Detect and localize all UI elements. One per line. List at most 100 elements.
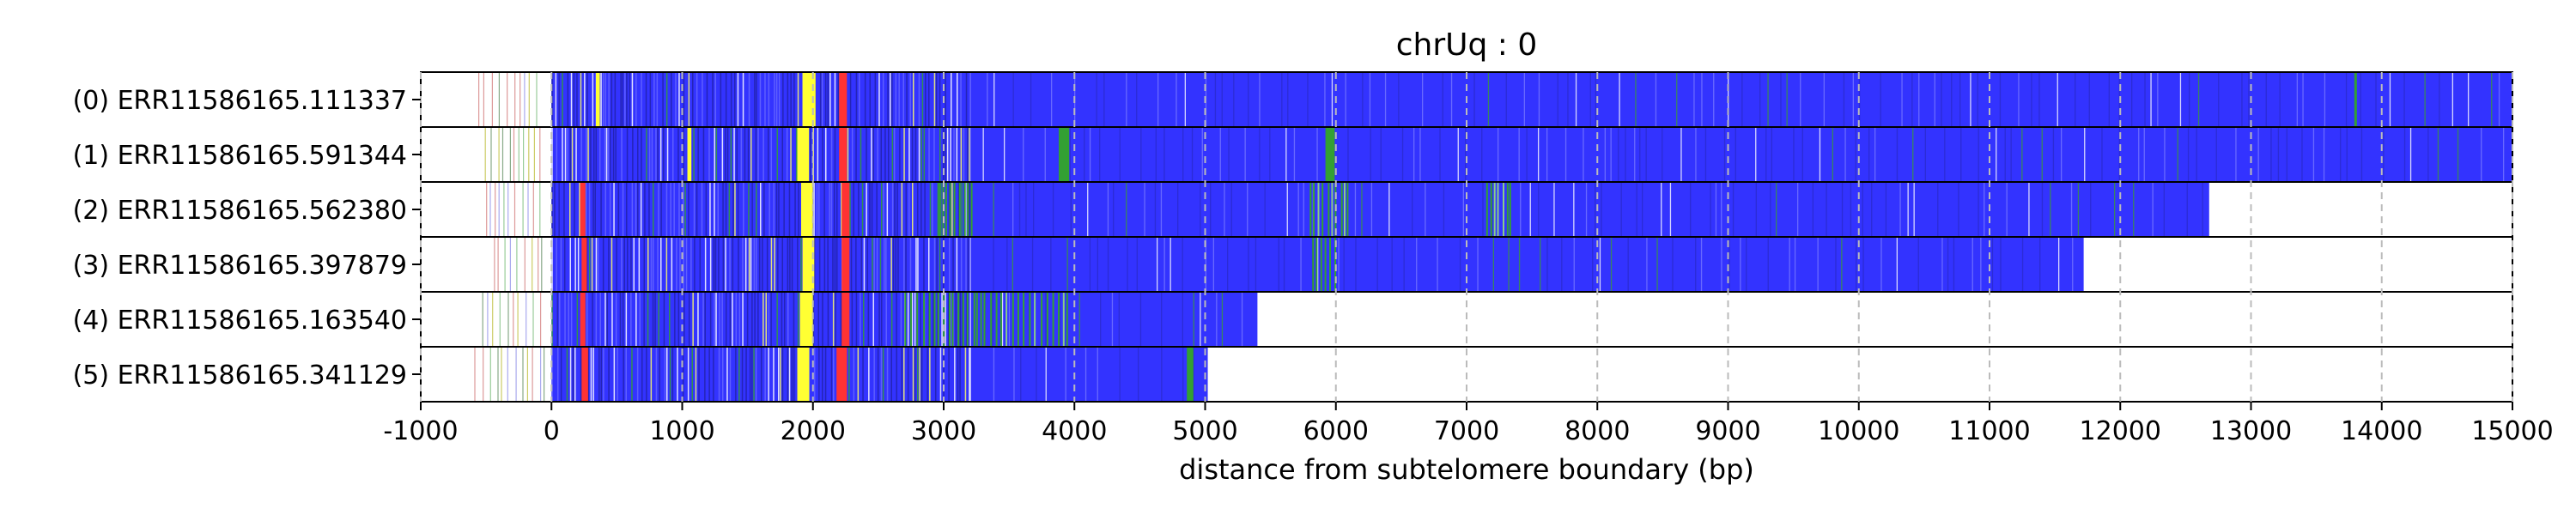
read-texture-line xyxy=(2058,238,2060,291)
read-texture-line xyxy=(1412,183,1413,236)
read-texture-line xyxy=(730,73,732,126)
read-texture-line xyxy=(923,128,926,181)
read-texture-line xyxy=(484,128,486,181)
read-texture-line xyxy=(709,183,711,236)
read-texture-line xyxy=(564,128,567,181)
read-texture-line xyxy=(626,183,628,236)
read-texture-line xyxy=(873,238,875,291)
read-texture-line xyxy=(834,128,836,181)
read-texture-line xyxy=(1896,238,1898,291)
read-texture-line xyxy=(993,73,995,126)
read-texture-line xyxy=(886,183,889,236)
read-texture-line xyxy=(598,128,601,181)
read-texture-line xyxy=(592,348,594,401)
read-texture-line xyxy=(1960,128,1962,181)
read-texture-line xyxy=(575,128,577,181)
read-texture-line xyxy=(794,183,796,236)
read-texture-line xyxy=(836,238,838,291)
read-texture-line xyxy=(1947,238,1949,291)
read-texture-line xyxy=(1052,183,1054,236)
read-texture-line xyxy=(665,238,668,291)
read-texture-line xyxy=(757,293,759,346)
read-texture-line xyxy=(905,238,907,291)
read-texture-line xyxy=(643,238,645,291)
read-texture-line xyxy=(1138,348,1139,401)
read-texture-line xyxy=(880,348,883,401)
read-texture-line xyxy=(626,73,628,126)
read-texture-line xyxy=(923,238,925,291)
read-texture-line xyxy=(876,183,878,236)
read-texture-line xyxy=(918,128,920,181)
read-texture-line xyxy=(709,293,712,346)
read-texture-line xyxy=(1450,73,1453,126)
read-texture-line xyxy=(2000,238,2002,291)
read-texture-line xyxy=(1595,73,1597,126)
read-texture-line xyxy=(1184,73,1186,126)
read-texture-line xyxy=(1281,73,1283,126)
read-texture-line xyxy=(631,348,633,401)
read-texture-line xyxy=(713,348,714,401)
read-texture-line xyxy=(653,73,655,126)
read-texture-line xyxy=(662,73,664,126)
read-texture-line xyxy=(635,293,637,346)
read-texture-line xyxy=(513,183,516,236)
read-texture-line xyxy=(1012,183,1014,236)
read-texture-line xyxy=(687,348,690,401)
read-texture-line xyxy=(738,293,741,346)
feature-band-green xyxy=(1325,128,1335,181)
read-texture-line xyxy=(787,293,789,346)
read-texture-line xyxy=(692,73,694,126)
feature-band-green xyxy=(1346,183,1349,236)
read-texture-line xyxy=(2498,73,2500,126)
read-texture-line xyxy=(556,293,559,346)
read-texture-line xyxy=(1746,238,1747,291)
read-texture-line xyxy=(638,238,641,291)
read-texture-line xyxy=(663,128,665,181)
read-texture-line xyxy=(595,238,598,291)
read-texture-line xyxy=(2114,183,2116,236)
read-texture-line xyxy=(608,73,610,126)
read-texture-line xyxy=(872,293,874,346)
read-texture-line xyxy=(734,183,736,236)
read-texture-line xyxy=(2061,128,2063,181)
read-texture-line xyxy=(860,293,861,346)
read-texture-line xyxy=(1575,73,1577,126)
read-texture-line xyxy=(847,128,849,181)
read-texture-line xyxy=(781,128,783,181)
read-texture-line xyxy=(830,183,833,236)
read-texture-line xyxy=(647,293,649,346)
read-texture-line xyxy=(798,183,799,236)
read-texture-line xyxy=(761,348,762,401)
read-texture-line xyxy=(1384,73,1387,126)
read-texture-line xyxy=(585,183,587,236)
read-texture-line xyxy=(1111,293,1114,346)
read-texture-line xyxy=(955,293,957,346)
read-texture-line xyxy=(2021,238,2024,291)
read-texture-line xyxy=(1126,73,1127,126)
read-texture-line xyxy=(1844,128,1846,181)
read-texture-line xyxy=(509,238,511,291)
read-texture-line xyxy=(782,73,784,126)
read-texture-line xyxy=(921,73,924,126)
read-texture-line xyxy=(1901,73,1903,126)
read-texture-line xyxy=(478,73,480,126)
read-texture-line xyxy=(953,128,955,181)
read-texture-line xyxy=(851,293,854,346)
read-texture-line xyxy=(1210,183,1212,236)
read-texture-line xyxy=(566,348,568,401)
read-texture-line xyxy=(670,183,671,236)
read-texture-line xyxy=(611,238,613,291)
read-texture-line xyxy=(787,348,789,401)
read-texture-line xyxy=(1740,238,1741,291)
read-texture-line xyxy=(1958,183,1959,236)
read-texture-line xyxy=(539,128,541,181)
read-texture-line xyxy=(914,293,916,346)
read-texture-line xyxy=(770,128,772,181)
read-texture-line xyxy=(1247,183,1249,236)
read-texture-line xyxy=(623,238,625,291)
read-texture-line xyxy=(597,238,599,291)
read-texture-line xyxy=(1136,73,1138,126)
read-texture-line xyxy=(939,73,941,126)
read-texture-line xyxy=(517,293,519,346)
read-texture-line xyxy=(894,183,896,236)
